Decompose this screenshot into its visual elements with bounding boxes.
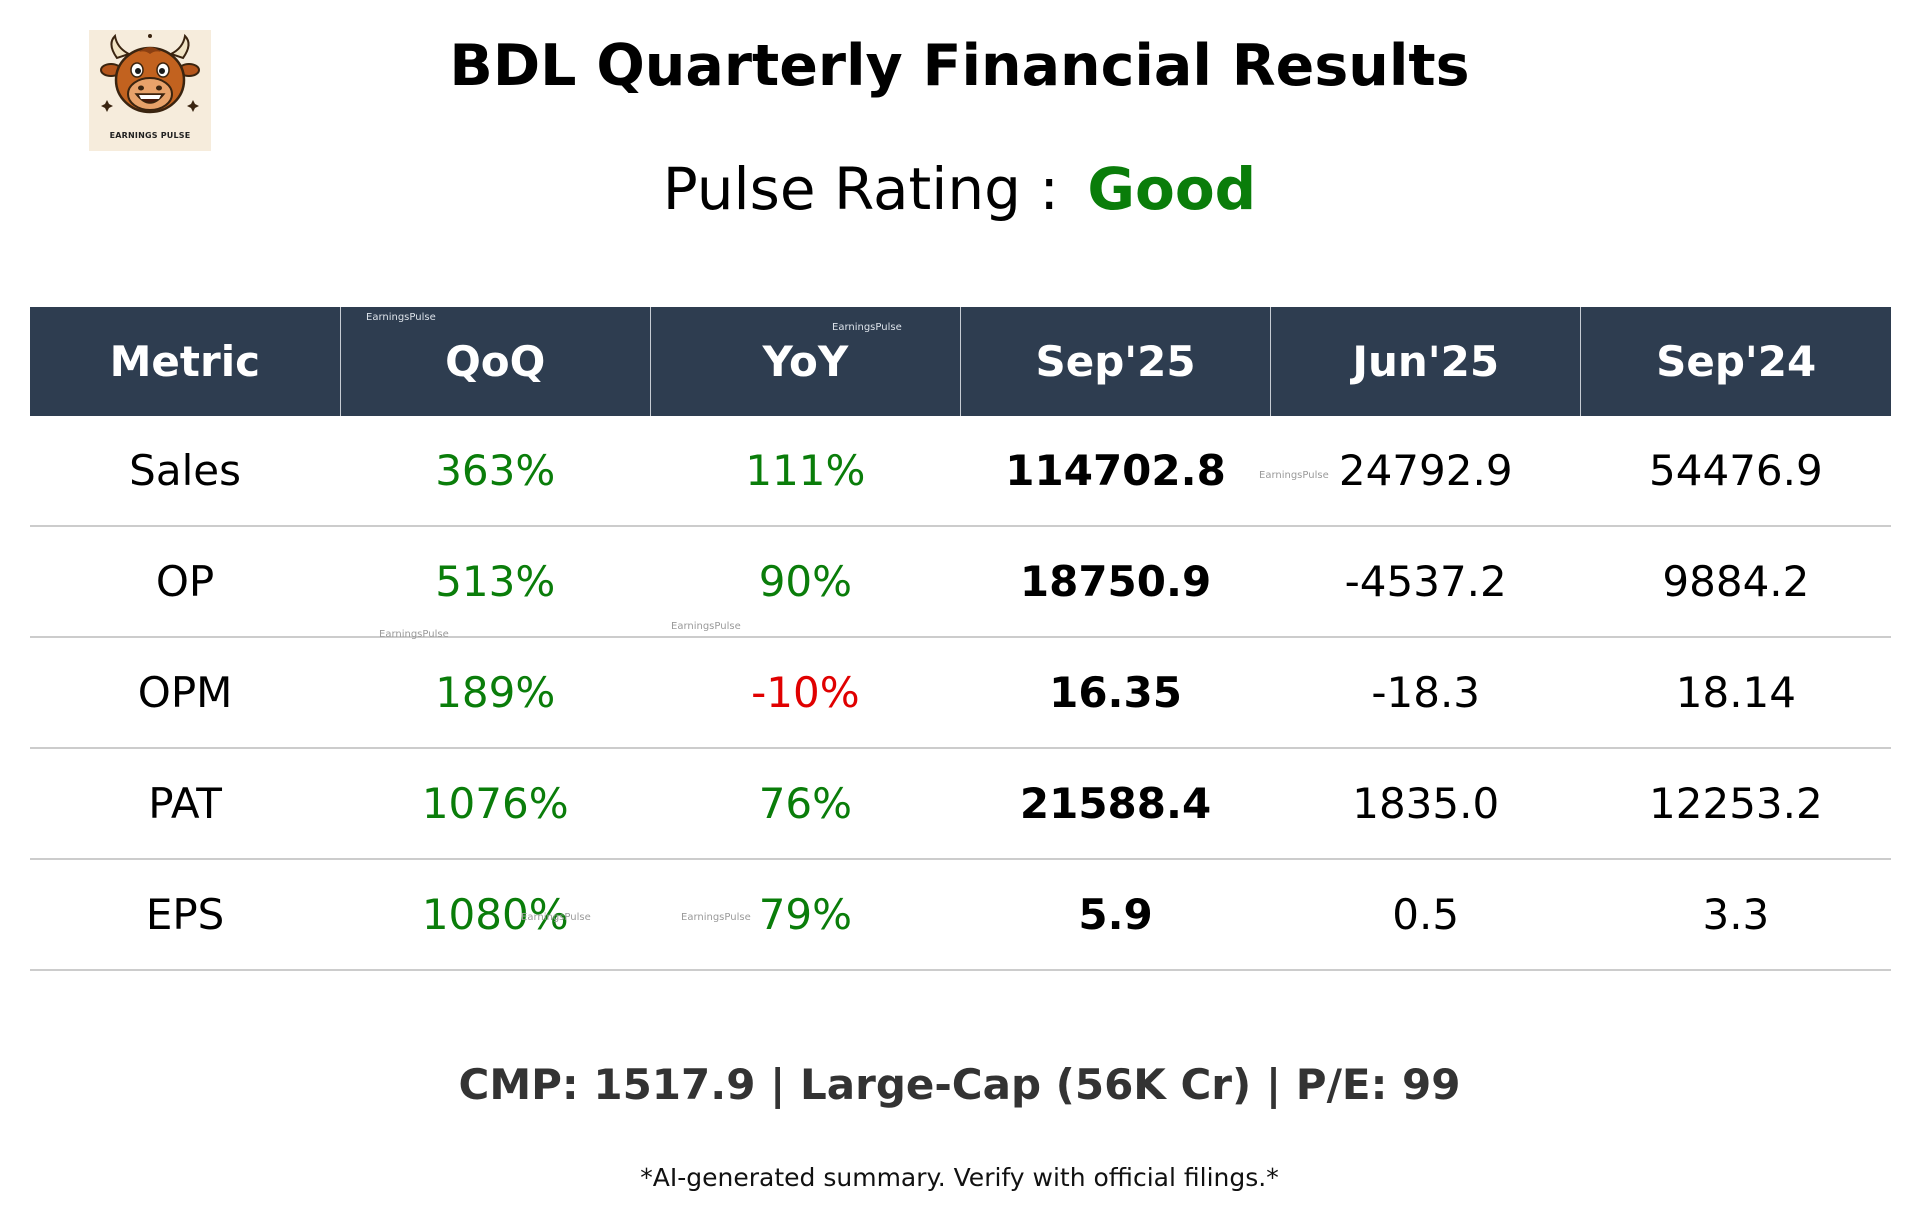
metric-cell: Sales bbox=[30, 416, 341, 527]
table-header-row: Metric QoQ YoY Sep'25 Jun'25 Sep'24 bbox=[30, 307, 1891, 416]
sep24-cell: 12253.2 bbox=[1580, 748, 1891, 860]
sep24-cell: 54476.9 bbox=[1580, 416, 1891, 527]
yoy-cell: -10% bbox=[650, 637, 961, 749]
rating-value: Good bbox=[1087, 155, 1257, 223]
jun25-cell: -4537.2 bbox=[1270, 526, 1581, 638]
yoy-cell: 76% bbox=[650, 748, 961, 860]
sep25-cell: 5.9 bbox=[960, 859, 1271, 971]
sep25-cell: 16.35 bbox=[960, 637, 1271, 749]
header-yoy: YoY bbox=[649, 307, 961, 416]
yoy-cell: 90% bbox=[650, 526, 961, 638]
bull-mascot-icon bbox=[100, 33, 200, 114]
watermark: EarningsPulse bbox=[379, 629, 449, 640]
watermark: EarningsPulse bbox=[366, 312, 436, 323]
metric-cell: PAT bbox=[30, 748, 341, 860]
jun25-cell: -18.3 bbox=[1270, 637, 1581, 749]
yoy-cell: 111% bbox=[650, 416, 961, 527]
qoq-cell: 1080% bbox=[340, 859, 651, 971]
disclaimer: *AI-generated summary. Verify with offic… bbox=[640, 1163, 1279, 1192]
watermark: EarningsPulse bbox=[832, 322, 902, 333]
header-qoq: QoQ bbox=[339, 307, 651, 416]
qoq-cell: 1076% bbox=[340, 748, 651, 860]
sep25-cell: 114702.8 bbox=[960, 416, 1271, 527]
market-summary: CMP: 1517.9 | Large-Cap (56K Cr) | P/E: … bbox=[458, 1060, 1461, 1109]
pulse-rating: Pulse Rating : Good bbox=[0, 155, 1919, 225]
page-title: BDL Quarterly Financial Results bbox=[449, 33, 1470, 99]
jun25-cell: 1835.0 bbox=[1270, 748, 1581, 860]
sep24-cell: 3.3 bbox=[1580, 859, 1891, 971]
sep24-cell: 9884.2 bbox=[1580, 526, 1891, 638]
rating-label: Pulse Rating : bbox=[662, 155, 1059, 223]
watermark: EarningsPulse bbox=[521, 912, 591, 923]
header-jun25: Jun'25 bbox=[1270, 307, 1581, 416]
jun25-cell: 0.5 bbox=[1270, 859, 1581, 971]
qoq-cell: 189% bbox=[340, 637, 651, 749]
qoq-cell: 513% bbox=[340, 526, 651, 638]
sep25-cell: 18750.9 bbox=[960, 526, 1271, 638]
sep25-cell: 21588.4 bbox=[960, 748, 1271, 860]
logo-text: EARNINGS PULSE bbox=[109, 131, 191, 140]
table-row: OP 513% 90% 18750.9 -4537.2 9884.2 bbox=[30, 526, 1891, 638]
jun25-cell: 24792.9 bbox=[1270, 416, 1581, 527]
results-table: Metric QoQ YoY Sep'25 Jun'25 Sep'24 Sale… bbox=[30, 307, 1891, 971]
table-row: EPS 1080% 79% 5.9 0.5 3.3 bbox=[30, 859, 1891, 971]
metric-cell: OPM bbox=[30, 637, 341, 749]
watermark: EarningsPulse bbox=[681, 912, 751, 923]
table-row: OPM 189% -10% 16.35 -18.3 18.14 bbox=[30, 637, 1891, 749]
header-sep24: Sep'24 bbox=[1580, 307, 1891, 416]
header-sep25: Sep'25 bbox=[959, 307, 1271, 416]
qoq-cell: 363% bbox=[340, 416, 651, 527]
logo: EARNINGS PULSE bbox=[89, 30, 211, 151]
table-row: Sales 363% 111% 114702.8 24792.9 54476.9 bbox=[30, 416, 1891, 527]
metric-cell: OP bbox=[30, 526, 341, 638]
table-row: PAT 1076% 76% 21588.4 1835.0 12253.2 bbox=[30, 748, 1891, 860]
metric-cell: EPS bbox=[30, 859, 341, 971]
header-metric: Metric bbox=[30, 307, 341, 416]
watermark: EarningsPulse bbox=[671, 621, 741, 632]
yoy-cell: 79% bbox=[650, 859, 961, 971]
watermark: EarningsPulse bbox=[1259, 470, 1329, 481]
sep24-cell: 18.14 bbox=[1580, 637, 1891, 749]
